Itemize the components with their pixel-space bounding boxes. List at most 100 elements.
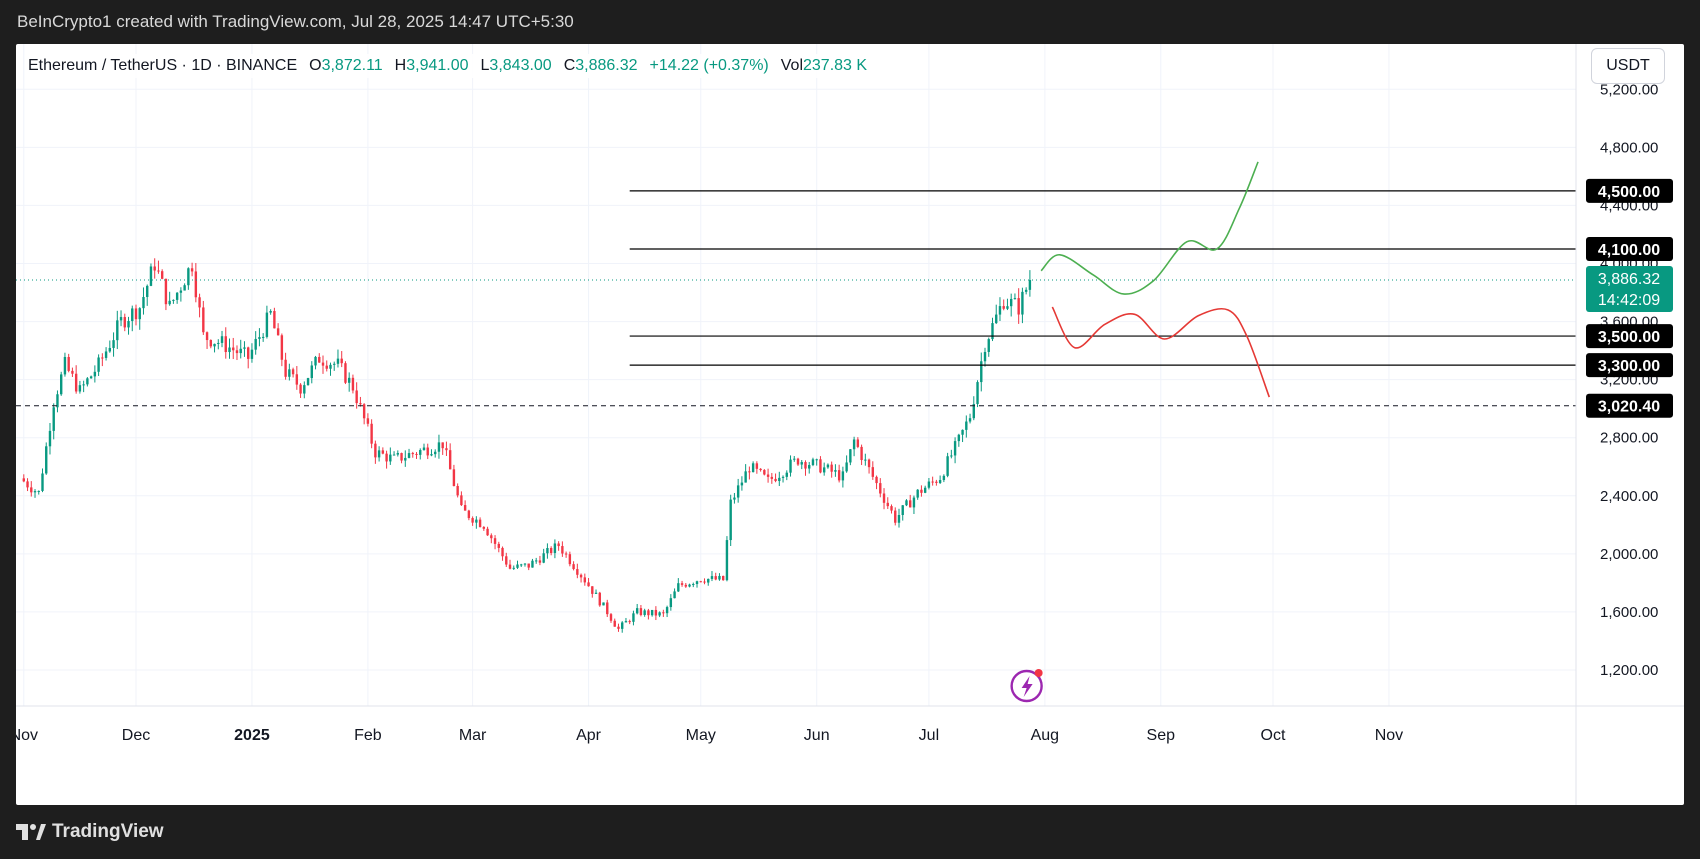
candle-body[interactable] bbox=[493, 538, 497, 544]
candle-body[interactable] bbox=[329, 364, 332, 369]
candle-body[interactable] bbox=[280, 335, 284, 360]
candle-body[interactable] bbox=[621, 622, 624, 629]
candle-body[interactable] bbox=[501, 547, 504, 557]
candle-body[interactable] bbox=[310, 365, 313, 379]
candle-body[interactable] bbox=[366, 418, 370, 424]
candle-body[interactable] bbox=[609, 614, 613, 621]
candle-body[interactable] bbox=[553, 543, 557, 554]
candle-body[interactable] bbox=[905, 500, 908, 506]
candle-body[interactable] bbox=[602, 602, 605, 606]
candle-body[interactable] bbox=[508, 564, 512, 569]
candle-body[interactable] bbox=[261, 336, 265, 338]
candle-body[interactable] bbox=[1024, 289, 1028, 292]
candle-body[interactable] bbox=[273, 311, 276, 329]
candle-body[interactable] bbox=[374, 443, 377, 458]
candle-body[interactable] bbox=[299, 384, 302, 394]
candle-body[interactable] bbox=[684, 584, 687, 587]
candle-body[interactable] bbox=[632, 613, 635, 622]
candle-body[interactable] bbox=[45, 446, 48, 474]
candle-body[interactable] bbox=[983, 351, 987, 362]
candle-body[interactable] bbox=[557, 543, 560, 547]
candle-body[interactable] bbox=[830, 464, 833, 472]
candle-body[interactable] bbox=[411, 453, 414, 455]
candle-body[interactable] bbox=[594, 592, 598, 594]
candle-body[interactable] bbox=[22, 478, 25, 482]
candle-body[interactable] bbox=[680, 583, 684, 585]
candle-body[interactable] bbox=[695, 581, 699, 585]
candle-body[interactable] bbox=[396, 453, 400, 455]
candle-body[interactable] bbox=[78, 385, 82, 392]
candle-body[interactable] bbox=[134, 308, 138, 320]
candle-body[interactable] bbox=[804, 462, 807, 469]
candle-body[interactable] bbox=[579, 574, 583, 578]
candle-body[interactable] bbox=[867, 459, 871, 468]
candle-body[interactable] bbox=[875, 476, 878, 484]
candle-body[interactable] bbox=[426, 447, 429, 456]
candle-body[interactable] bbox=[778, 477, 781, 482]
candle-body[interactable] bbox=[67, 356, 70, 371]
candle-body[interactable] bbox=[654, 609, 658, 616]
candle-body[interactable] bbox=[800, 462, 803, 465]
candle-body[interactable] bbox=[972, 404, 975, 419]
candle-body[interactable] bbox=[190, 268, 194, 272]
candle-body[interactable] bbox=[276, 328, 280, 336]
candle-body[interactable] bbox=[512, 567, 515, 569]
candle-body[interactable] bbox=[486, 528, 489, 536]
candle-body[interactable] bbox=[116, 320, 119, 341]
candle-body[interactable] bbox=[71, 370, 74, 374]
candle-body[interactable] bbox=[385, 453, 388, 462]
candle-body[interactable] bbox=[789, 459, 792, 473]
candle-body[interactable] bbox=[1013, 298, 1017, 300]
candle-body[interactable] bbox=[149, 266, 153, 286]
candle-body[interactable] bbox=[82, 384, 85, 386]
candle-body[interactable] bbox=[217, 342, 220, 344]
candle-body[interactable] bbox=[284, 359, 287, 377]
candle-body[interactable] bbox=[228, 347, 231, 353]
candle-body[interactable] bbox=[419, 450, 422, 455]
candle-body[interactable] bbox=[718, 575, 721, 580]
candle-body[interactable] bbox=[205, 332, 209, 341]
candle-body[interactable] bbox=[475, 519, 478, 523]
candle-body[interactable] bbox=[347, 377, 351, 383]
candle-body[interactable] bbox=[381, 450, 385, 454]
candle-body[interactable] bbox=[1006, 306, 1009, 309]
candle-body[interactable] bbox=[30, 487, 33, 493]
candle-body[interactable] bbox=[194, 271, 198, 298]
candle-body[interactable] bbox=[104, 351, 108, 358]
candle-body[interactable] bbox=[478, 519, 482, 528]
candle-body[interactable] bbox=[744, 471, 747, 483]
candle-body[interactable] bbox=[549, 548, 553, 554]
candle-body[interactable] bbox=[209, 340, 213, 347]
candle-body[interactable] bbox=[763, 470, 766, 475]
candle-body[interactable] bbox=[456, 485, 459, 496]
candle-body[interactable] bbox=[815, 459, 818, 461]
candle-body[interactable] bbox=[183, 285, 186, 291]
candle-body[interactable] bbox=[931, 481, 934, 483]
candle-body[interactable] bbox=[235, 350, 239, 354]
candle-body[interactable] bbox=[811, 459, 815, 466]
candle-body[interactable] bbox=[351, 377, 355, 391]
candle-body[interactable] bbox=[527, 563, 530, 568]
candle-body[interactable] bbox=[572, 564, 575, 570]
candle-body[interactable] bbox=[516, 564, 519, 568]
candle-body[interactable] bbox=[160, 271, 164, 279]
candle-body[interactable] bbox=[688, 584, 691, 587]
candle-body[interactable] bbox=[232, 347, 235, 351]
candle-body[interactable] bbox=[123, 317, 126, 328]
candle-body[interactable] bbox=[359, 403, 362, 405]
candle-body[interactable] bbox=[520, 564, 523, 566]
candle-body[interactable] bbox=[849, 449, 852, 463]
candle-body[interactable] bbox=[617, 626, 620, 629]
candle-body[interactable] bbox=[770, 476, 774, 479]
candle-body[interactable] bbox=[538, 560, 542, 563]
bullish-projection-path[interactable] bbox=[1040, 161, 1259, 295]
candle-body[interactable] bbox=[635, 608, 639, 614]
candle-body[interactable] bbox=[639, 608, 643, 615]
candle-body[interactable] bbox=[923, 487, 927, 493]
candle-body[interactable] bbox=[108, 347, 112, 352]
candle-body[interactable] bbox=[112, 340, 115, 348]
candle-body[interactable] bbox=[643, 610, 646, 615]
candle-body[interactable] bbox=[576, 569, 579, 575]
candle-body[interactable] bbox=[291, 369, 295, 375]
candle-body[interactable] bbox=[781, 476, 785, 478]
